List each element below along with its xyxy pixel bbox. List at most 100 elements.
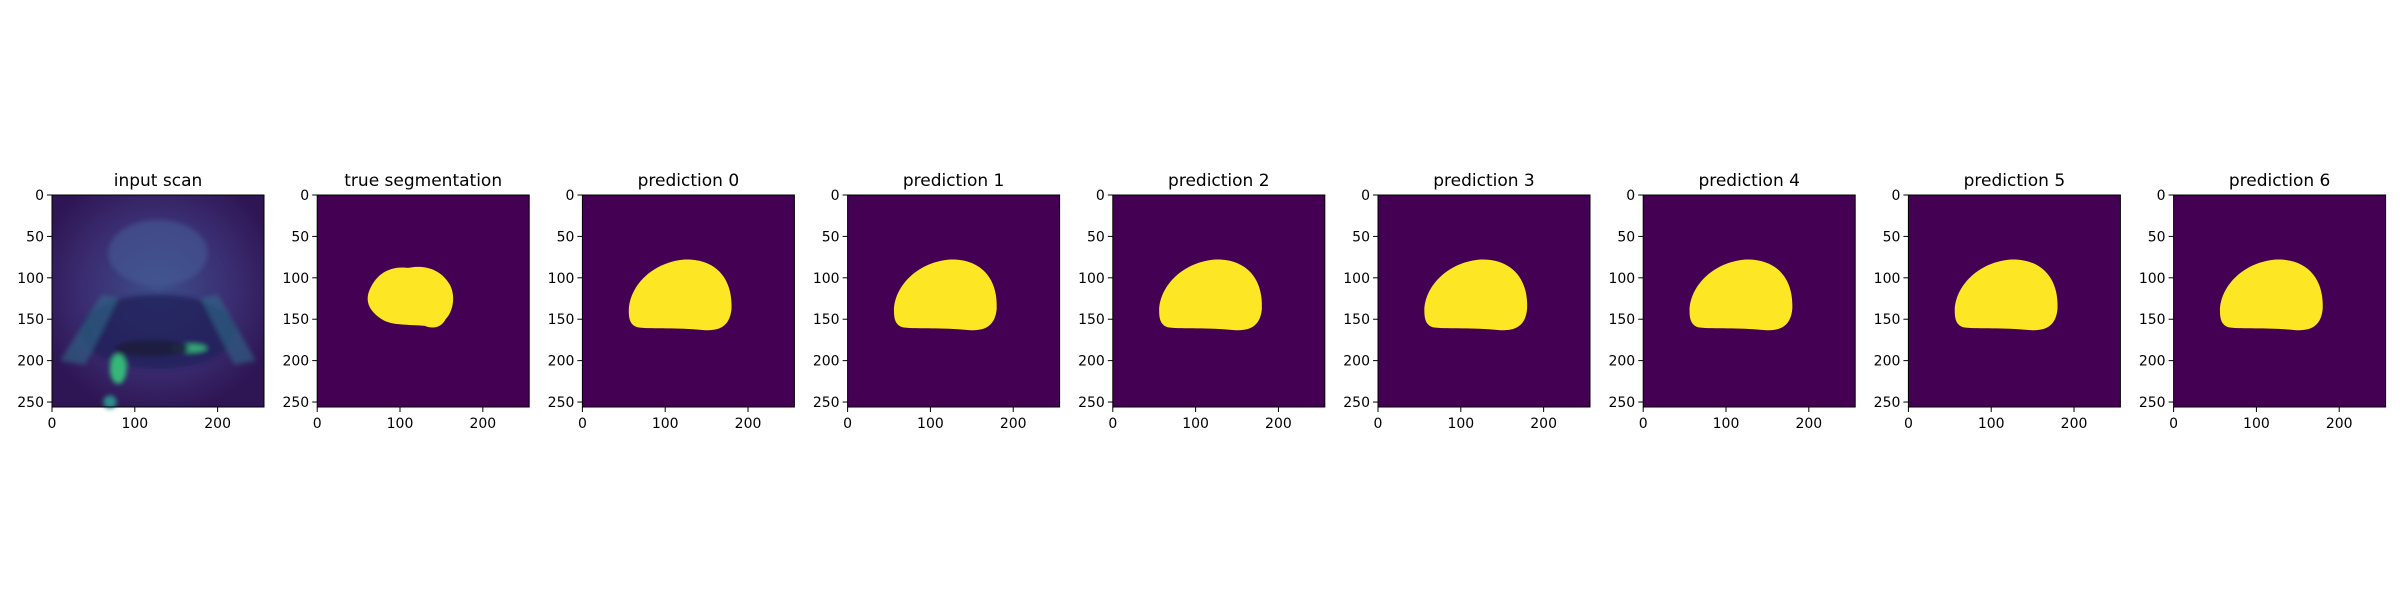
y-tick-label: 250 xyxy=(17,395,44,411)
y-tick-label: 0 xyxy=(35,188,44,204)
x-tick-label: 100 xyxy=(1447,416,1474,432)
y-tick-label: 150 xyxy=(813,312,840,328)
mask-image xyxy=(847,195,1060,407)
y-tick-label: 250 xyxy=(282,395,309,411)
x-tick-label: 200 xyxy=(1000,416,1027,432)
x-tick-label: 0 xyxy=(1639,416,1648,432)
y-tick-label: 50 xyxy=(822,229,840,245)
segmentation-mask xyxy=(367,266,454,328)
panel-title: prediction 3 xyxy=(1433,171,1535,191)
x-tick-label: 0 xyxy=(843,416,852,432)
y-tick-label: 150 xyxy=(1608,312,1635,328)
mask-image xyxy=(1112,195,1325,407)
y-tick-label: 200 xyxy=(813,354,840,370)
y-tick-label: 200 xyxy=(2139,354,2166,370)
y-tick-label: 150 xyxy=(1874,312,1901,328)
y-tick-label: 100 xyxy=(282,271,309,287)
y-tick-label: 200 xyxy=(548,354,575,370)
panel-title: prediction 2 xyxy=(1168,171,1270,191)
y-tick-label: 0 xyxy=(1361,188,1370,204)
x-tick-label: 100 xyxy=(1713,416,1740,432)
y-tick-label: 100 xyxy=(1874,271,1901,287)
y-tick-label: 150 xyxy=(1343,312,1370,328)
y-tick-label: 100 xyxy=(1343,271,1370,287)
segmentation-mask xyxy=(1954,259,2058,331)
x-tick-label: 0 xyxy=(578,416,587,432)
segmentation-mask xyxy=(1424,259,1528,331)
x-tick-label: 100 xyxy=(1182,416,1209,432)
y-tick-label: 100 xyxy=(1608,271,1635,287)
y-tick-label: 0 xyxy=(831,188,840,204)
y-tick-label: 150 xyxy=(1078,312,1105,328)
axes-frame xyxy=(847,194,1061,408)
panel-title: input scan xyxy=(114,171,203,191)
panel-title: true segmentation xyxy=(344,171,502,191)
axes-frame xyxy=(1907,194,2121,408)
x-tick-label: 0 xyxy=(48,416,57,432)
segmentation-mask xyxy=(1159,259,1262,331)
axes-frame xyxy=(316,194,530,408)
y-tick-label: 150 xyxy=(282,312,309,328)
y-tick-label: 150 xyxy=(17,312,44,328)
y-tick-label: 50 xyxy=(1352,229,1370,245)
y-tick-label: 200 xyxy=(1608,354,1635,370)
panel-title: prediction 0 xyxy=(638,171,740,191)
y-tick-label: 0 xyxy=(1891,188,1900,204)
segmentation-mask xyxy=(893,259,997,331)
axes-frame xyxy=(1377,194,1591,408)
panel-title: prediction 6 xyxy=(2229,171,2331,191)
x-tick-label: 200 xyxy=(1530,416,1557,432)
x-tick-label: 100 xyxy=(652,416,679,432)
segmentation-mask xyxy=(1689,259,1793,331)
panel-title: prediction 1 xyxy=(903,171,1005,191)
x-tick-label: 100 xyxy=(387,416,414,432)
y-tick-label: 250 xyxy=(1343,395,1370,411)
x-tick-label: 0 xyxy=(1108,416,1117,432)
y-tick-label: 150 xyxy=(2139,312,2166,328)
x-tick-label: 100 xyxy=(2243,416,2270,432)
x-tick-label: 100 xyxy=(917,416,944,432)
y-tick-label: 50 xyxy=(557,229,575,245)
mask-image xyxy=(1643,195,1856,407)
y-tick-label: 250 xyxy=(548,395,575,411)
y-tick-label: 50 xyxy=(1087,229,1105,245)
x-tick-label: 200 xyxy=(469,416,496,432)
y-tick-label: 50 xyxy=(1617,229,1635,245)
y-tick-label: 0 xyxy=(1096,188,1105,204)
y-tick-label: 0 xyxy=(2157,188,2166,204)
segmentation-mask xyxy=(2219,259,2323,331)
x-tick-label: 0 xyxy=(2169,416,2178,432)
x-tick-label: 200 xyxy=(2326,416,2353,432)
y-tick-label: 200 xyxy=(17,354,44,370)
x-tick-label: 100 xyxy=(1978,416,2005,432)
axes-frame xyxy=(1112,194,1326,408)
y-tick-label: 100 xyxy=(17,271,44,287)
y-tick-label: 200 xyxy=(1078,354,1105,370)
y-tick-label: 50 xyxy=(2148,229,2166,245)
y-tick-label: 250 xyxy=(1608,395,1635,411)
x-tick-label: 200 xyxy=(735,416,762,432)
panel-title: prediction 5 xyxy=(1964,171,2066,191)
mask-image xyxy=(1378,195,1590,407)
y-tick-label: 100 xyxy=(548,271,575,287)
panel-title: prediction 4 xyxy=(1698,171,1800,191)
y-tick-label: 100 xyxy=(2139,271,2166,287)
axes-frame xyxy=(1642,194,1856,408)
mask-image xyxy=(1908,195,2121,407)
x-tick-label: 0 xyxy=(313,416,322,432)
y-tick-label: 0 xyxy=(300,188,309,204)
x-tick-label: 0 xyxy=(1374,416,1383,432)
y-tick-label: 0 xyxy=(1626,188,1635,204)
y-tick-label: 200 xyxy=(282,354,309,370)
segmentation-mask xyxy=(628,259,732,331)
x-tick-label: 200 xyxy=(1795,416,1822,432)
